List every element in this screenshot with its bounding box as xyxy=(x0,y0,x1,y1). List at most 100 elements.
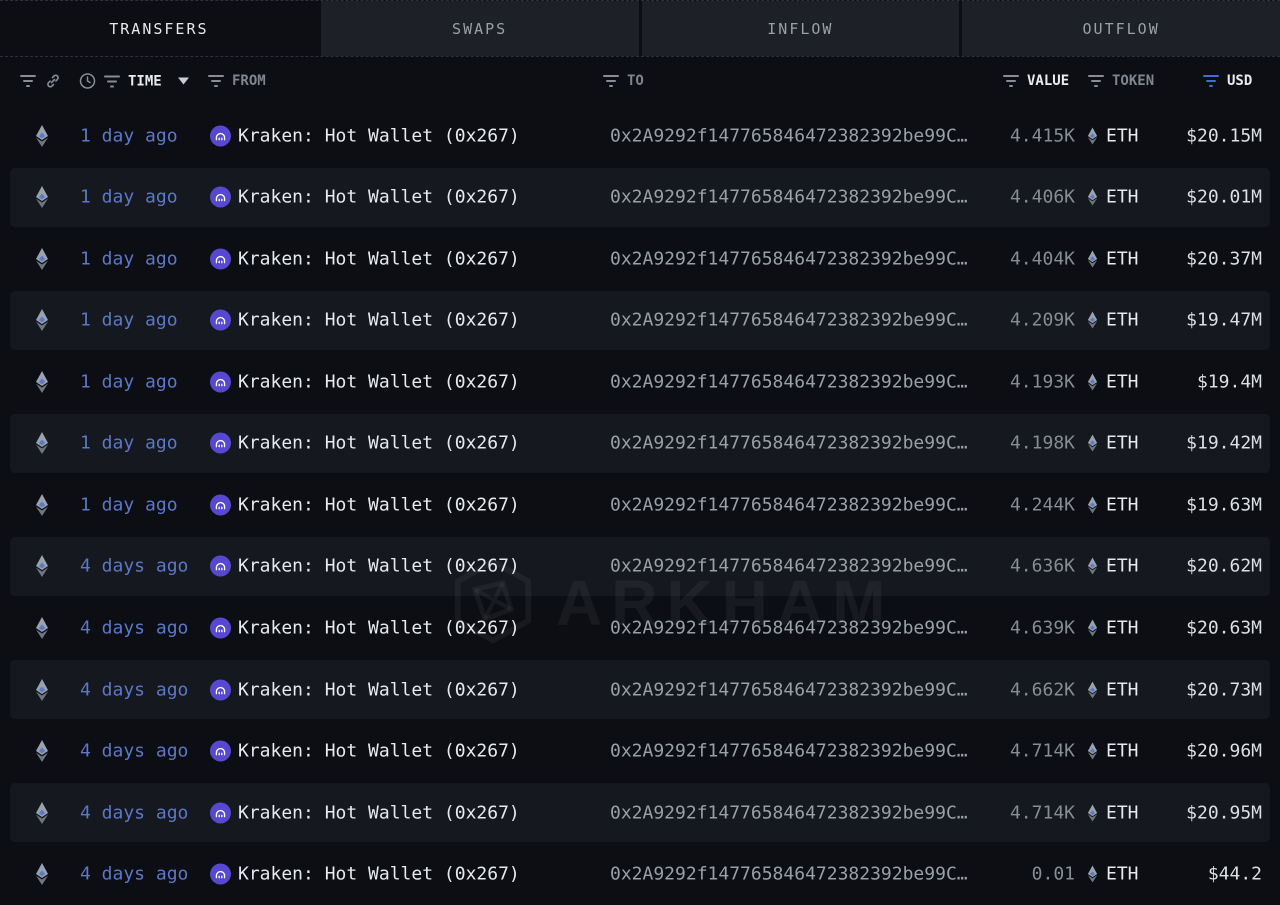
filter-icon-active-sort[interactable] xyxy=(1203,75,1219,87)
ethereum-token-icon xyxy=(1087,619,1098,637)
transfer-from-link[interactable]: Kraken: Hot Wallet (0x267) xyxy=(210,371,520,393)
ethereum-chain-icon xyxy=(35,247,49,270)
column-label-to: TO xyxy=(627,73,644,89)
transfer-time-link[interactable]: 4 days ago xyxy=(80,555,189,577)
chevron-down-icon[interactable] xyxy=(177,77,189,85)
transfer-value: 4.209K xyxy=(1009,309,1075,331)
transfer-time-link[interactable]: 4 days ago xyxy=(80,679,189,701)
transfer-from-link[interactable]: Kraken: Hot Wallet (0x267) xyxy=(210,863,520,885)
transfer-from-link[interactable]: Kraken: Hot Wallet (0x267) xyxy=(210,617,520,639)
ethereum-chain-icon xyxy=(35,617,49,640)
transfer-from-link[interactable]: Kraken: Hot Wallet (0x267) xyxy=(210,494,520,516)
copy-link-button[interactable] xyxy=(45,73,61,89)
ethereum-token-icon xyxy=(1087,373,1098,391)
filter-all-button[interactable] xyxy=(20,75,36,87)
kraken-icon xyxy=(210,555,231,577)
table-row: 1 day ago Kraken: Hot Wallet (0x267) 0x2… xyxy=(0,474,1280,536)
token-symbol: ETH xyxy=(1106,863,1139,885)
transfer-time-link[interactable]: 1 day ago xyxy=(80,371,178,393)
table-row: 4 days ago Kraken: Hot Wallet (0x267) 0x… xyxy=(0,720,1280,782)
kraken-icon xyxy=(210,125,231,147)
transfers-table-body: 1 day ago Kraken: Hot Wallet (0x267) 0x2… xyxy=(0,105,1280,905)
transfer-from-link[interactable]: Kraken: Hot Wallet (0x267) xyxy=(210,125,520,147)
table-row: 1 day ago Kraken: Hot Wallet (0x267) 0x2… xyxy=(0,290,1280,352)
transfer-to-address[interactable]: 0x2A9292f147765846472382392be99C… xyxy=(610,309,968,331)
token-symbol: ETH xyxy=(1106,248,1139,270)
from-entity-label: Kraken: Hot Wallet (0x267) xyxy=(238,555,520,577)
ethereum-chain-icon xyxy=(35,124,49,147)
kraken-icon xyxy=(210,248,231,270)
column-header-to[interactable]: TO xyxy=(603,73,644,89)
tab-transfers[interactable]: TRANSFERS xyxy=(109,19,209,38)
filter-icon[interactable] xyxy=(1088,75,1104,87)
token-symbol: ETH xyxy=(1106,371,1139,393)
transfer-to-address[interactable]: 0x2A9292f147765846472382392be99C… xyxy=(610,248,968,270)
from-entity-label: Kraken: Hot Wallet (0x267) xyxy=(238,679,520,701)
transfer-to-address[interactable]: 0x2A9292f147765846472382392be99C… xyxy=(610,802,968,824)
transfer-time-link[interactable]: 1 day ago xyxy=(80,432,178,454)
transfer-time-link[interactable]: 1 day ago xyxy=(80,125,178,147)
column-header-time[interactable]: TIME xyxy=(79,73,189,90)
tab-outflow[interactable]: OUTFLOW xyxy=(962,1,1280,56)
transfer-from-link[interactable]: Kraken: Hot Wallet (0x267) xyxy=(210,679,520,701)
transfer-usd: $20.95M xyxy=(1186,802,1262,824)
transfer-to-address[interactable]: 0x2A9292f147765846472382392be99C… xyxy=(610,863,968,885)
transfer-from-link[interactable]: Kraken: Hot Wallet (0x267) xyxy=(210,309,520,331)
transfer-to-address[interactable]: 0x2A9292f147765846472382392be99C… xyxy=(610,371,968,393)
transfer-to-address[interactable]: 0x2A9292f147765846472382392be99C… xyxy=(610,186,968,208)
transfer-time-link[interactable]: 4 days ago xyxy=(80,617,189,639)
transfer-to-address[interactable]: 0x2A9292f147765846472382392be99C… xyxy=(610,740,968,762)
from-entity-label: Kraken: Hot Wallet (0x267) xyxy=(238,371,520,393)
column-header-token[interactable]: TOKEN xyxy=(1088,73,1154,89)
ethereum-token-icon xyxy=(1087,804,1098,822)
from-entity-label: Kraken: Hot Wallet (0x267) xyxy=(238,494,520,516)
transfer-from-link[interactable]: Kraken: Hot Wallet (0x267) xyxy=(210,432,520,454)
table-row: 4 days ago Kraken: Hot Wallet (0x267) 0x… xyxy=(0,782,1280,844)
transfer-time-link[interactable]: 4 days ago xyxy=(80,740,189,762)
clock-icon[interactable] xyxy=(79,73,96,90)
tab-bar: TRANSFERS SWAPS INFLOW OUTFLOW xyxy=(0,0,1280,57)
transfer-time-link[interactable]: 1 day ago xyxy=(80,248,178,270)
tab-inflow[interactable]: INFLOW xyxy=(641,1,960,56)
transfer-from-link[interactable]: Kraken: Hot Wallet (0x267) xyxy=(210,248,520,270)
ethereum-token-icon xyxy=(1087,188,1098,206)
transfer-time-link[interactable]: 4 days ago xyxy=(80,863,189,885)
transfer-token: ETH xyxy=(1087,187,1139,208)
transfer-time-link[interactable]: 1 day ago xyxy=(80,309,178,331)
transfer-to-address[interactable]: 0x2A9292f147765846472382392be99C… xyxy=(610,617,968,639)
transfer-value: 4.198K xyxy=(1009,432,1075,454)
filter-icon[interactable] xyxy=(20,75,36,87)
filter-icon[interactable] xyxy=(104,75,120,87)
filter-icon[interactable] xyxy=(603,75,619,87)
transfer-value: 4.714K xyxy=(1009,740,1075,762)
transfer-from-link[interactable]: Kraken: Hot Wallet (0x267) xyxy=(210,555,520,577)
transfer-value: 4.244K xyxy=(1009,494,1075,516)
filter-icon[interactable] xyxy=(208,75,224,87)
transfer-time-link[interactable]: 1 day ago xyxy=(80,494,178,516)
kraken-icon xyxy=(210,432,231,454)
transfer-to-address[interactable]: 0x2A9292f147765846472382392be99C… xyxy=(610,494,968,516)
transfer-time-link[interactable]: 4 days ago xyxy=(80,802,189,824)
transfer-to-address[interactable]: 0x2A9292f147765846472382392be99C… xyxy=(610,555,968,577)
transfer-usd: $20.96M xyxy=(1186,740,1262,762)
filter-icon[interactable] xyxy=(1003,75,1019,87)
from-entity-label: Kraken: Hot Wallet (0x267) xyxy=(238,432,520,454)
transfer-to-address[interactable]: 0x2A9292f147765846472382392be99C… xyxy=(610,679,968,701)
table-row: 1 day ago Kraken: Hot Wallet (0x267) 0x2… xyxy=(0,167,1280,229)
transfer-to-address[interactable]: 0x2A9292f147765846472382392be99C… xyxy=(610,432,968,454)
column-header-from[interactable]: FROM xyxy=(208,73,266,89)
column-header-usd[interactable]: USD xyxy=(1203,73,1252,89)
token-symbol: ETH xyxy=(1106,125,1139,147)
tab-swaps[interactable]: SWAPS xyxy=(320,1,639,56)
transfer-from-link[interactable]: Kraken: Hot Wallet (0x267) xyxy=(210,186,520,208)
transfer-from-link[interactable]: Kraken: Hot Wallet (0x267) xyxy=(210,802,520,824)
transfer-from-link[interactable]: Kraken: Hot Wallet (0x267) xyxy=(210,740,520,762)
ethereum-token-icon xyxy=(1087,311,1098,329)
from-entity-label: Kraken: Hot Wallet (0x267) xyxy=(238,186,520,208)
transfer-token: ETH xyxy=(1087,679,1139,700)
column-header-value[interactable]: VALUE xyxy=(1003,73,1069,89)
chain-link-icon[interactable] xyxy=(45,73,61,89)
transfer-to-address[interactable]: 0x2A9292f147765846472382392be99C… xyxy=(610,125,968,147)
transfer-time-link[interactable]: 1 day ago xyxy=(80,186,178,208)
token-symbol: ETH xyxy=(1106,494,1139,516)
